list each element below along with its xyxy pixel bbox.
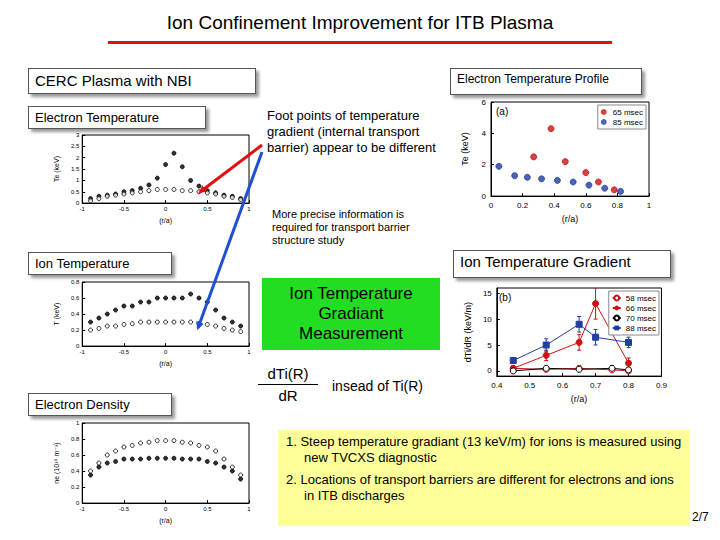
html-text:dTi(R): dTi(R) bbox=[267, 365, 309, 382]
svg-text:0.4: 0.4 bbox=[71, 311, 80, 317]
svg-text:0.7: 0.7 bbox=[590, 381, 602, 390]
svg-text:0: 0 bbox=[164, 206, 168, 212]
svg-text:0.5: 0.5 bbox=[203, 349, 212, 355]
html-text:Ion Confinement Improvement fo: Ion Confinement Improvement for ITB Plas… bbox=[166, 12, 554, 33]
svg-text:(r/a): (r/a) bbox=[159, 517, 172, 525]
svg-text:(r/a): (r/a) bbox=[159, 217, 172, 225]
svg-text:-1: -1 bbox=[80, 349, 86, 355]
html-text:Ion Temperature: Ion Temperature bbox=[35, 256, 130, 271]
svg-text:(r/a): (r/a) bbox=[571, 394, 588, 404]
html-text:Ion Temperature Gradient: Ion Temperature Gradient bbox=[460, 253, 631, 270]
svg-text:0.8: 0.8 bbox=[623, 381, 635, 390]
svg-text:0.6: 0.6 bbox=[71, 452, 80, 458]
svg-text:0.5: 0.5 bbox=[71, 189, 80, 195]
html-text:Electron Density: Electron Density bbox=[35, 397, 130, 412]
svg-text:1: 1 bbox=[76, 177, 80, 183]
svg-text:-0.5: -0.5 bbox=[119, 506, 130, 512]
svg-text:0.6: 0.6 bbox=[557, 381, 569, 390]
svg-text:ne (10¹⁹ m⁻³): ne (10¹⁹ m⁻³) bbox=[53, 442, 61, 483]
svg-text:Te (keV): Te (keV) bbox=[53, 156, 61, 182]
html-text:2. Locations of transport barr: 2. Locations of transport barriers are d… bbox=[286, 472, 674, 503]
svg-text:0: 0 bbox=[482, 192, 487, 201]
svg-text:0.5: 0.5 bbox=[524, 381, 536, 390]
svg-text:88 msec: 88 msec bbox=[626, 324, 656, 333]
html-text:1. Steep temperature gradiant: 1. Steep temperature gradiant (13 keV/m)… bbox=[286, 434, 682, 465]
svg-text:3: 3 bbox=[76, 132, 80, 138]
svg-text:1: 1 bbox=[647, 201, 652, 210]
svg-text:1.5: 1.5 bbox=[71, 166, 80, 172]
svg-text:-1: -1 bbox=[80, 506, 86, 512]
svg-text:(a): (a) bbox=[496, 106, 508, 117]
svg-text:1: 1 bbox=[247, 349, 251, 355]
svg-text:-0.5: -0.5 bbox=[119, 206, 130, 212]
svg-text:0.6: 0.6 bbox=[71, 295, 80, 301]
svg-text:65 msec: 65 msec bbox=[613, 108, 643, 117]
svg-text:0.5: 0.5 bbox=[203, 206, 212, 212]
svg-text:0.4: 0.4 bbox=[491, 381, 503, 390]
svg-text:0: 0 bbox=[75, 200, 80, 207]
svg-text:58 msec: 58 msec bbox=[626, 294, 656, 303]
svg-text:4: 4 bbox=[482, 129, 487, 138]
svg-text:0.8: 0.8 bbox=[612, 201, 624, 210]
svg-text:dTi/dR (keV/m): dTi/dR (keV/m) bbox=[463, 302, 473, 362]
svg-text:0.9: 0.9 bbox=[656, 381, 668, 390]
svg-text:1: 1 bbox=[247, 506, 251, 512]
html-text:Electron Temperature: Electron Temperature bbox=[35, 110, 159, 125]
svg-text:Te (keV): Te (keV) bbox=[460, 132, 470, 166]
svg-text:2.5: 2.5 bbox=[71, 143, 80, 149]
svg-text:0.6: 0.6 bbox=[580, 201, 592, 210]
svg-text:(r/a): (r/a) bbox=[159, 360, 172, 368]
svg-text:0: 0 bbox=[164, 506, 168, 512]
svg-text:1: 1 bbox=[247, 206, 251, 212]
svg-text:5: 5 bbox=[487, 341, 492, 350]
svg-text:10: 10 bbox=[483, 315, 492, 324]
svg-text:0: 0 bbox=[164, 349, 168, 355]
svg-text:(b): (b) bbox=[499, 292, 511, 303]
svg-text:2: 2 bbox=[482, 160, 487, 169]
svg-text:0.8: 0.8 bbox=[71, 279, 80, 285]
svg-text:-0.5: -0.5 bbox=[119, 349, 130, 355]
svg-text:0.5: 0.5 bbox=[203, 506, 212, 512]
svg-text:0: 0 bbox=[489, 201, 494, 210]
html-text:Foot points of temperature gra: Foot points of temperature gradient (int… bbox=[267, 108, 436, 155]
svg-text:66 msec: 66 msec bbox=[626, 304, 656, 313]
svg-text:0.2: 0.2 bbox=[71, 327, 80, 333]
svg-text:0.8: 0.8 bbox=[71, 436, 80, 442]
svg-text:(r/a): (r/a) bbox=[562, 214, 579, 224]
html-text:Ion Temperature Gradiant Measu: Ion Temperature Gradiant Measurement bbox=[289, 284, 413, 343]
html-text:More precise information is re: More precise information is required for… bbox=[272, 208, 410, 246]
svg-text:0: 0 bbox=[75, 343, 80, 350]
html-text:dR: dR bbox=[278, 387, 298, 404]
svg-text:0: 0 bbox=[487, 366, 492, 375]
svg-text:70 msec: 70 msec bbox=[626, 314, 656, 323]
svg-text:2: 2 bbox=[76, 155, 80, 161]
svg-text:0.2: 0.2 bbox=[517, 201, 529, 210]
svg-text:85 msec: 85 msec bbox=[613, 118, 643, 127]
html-text:CERC Plasma with NBI: CERC Plasma with NBI bbox=[35, 72, 192, 89]
html-text:insead of Ti(R): insead of Ti(R) bbox=[332, 378, 423, 394]
svg-text:-1: -1 bbox=[80, 206, 86, 212]
html-text:2/7: 2/7 bbox=[692, 510, 709, 524]
svg-text:6: 6 bbox=[482, 98, 487, 107]
svg-text:15: 15 bbox=[483, 289, 492, 298]
html-text:Electron Temperature Profile: Electron Temperature Profile bbox=[457, 72, 609, 86]
svg-text:T (keV): T (keV) bbox=[53, 303, 61, 326]
svg-text:1: 1 bbox=[76, 420, 80, 426]
svg-text:0.2: 0.2 bbox=[71, 484, 80, 490]
svg-text:0.4: 0.4 bbox=[549, 201, 561, 210]
svg-text:0.4: 0.4 bbox=[71, 468, 80, 474]
svg-text:0: 0 bbox=[75, 500, 80, 507]
